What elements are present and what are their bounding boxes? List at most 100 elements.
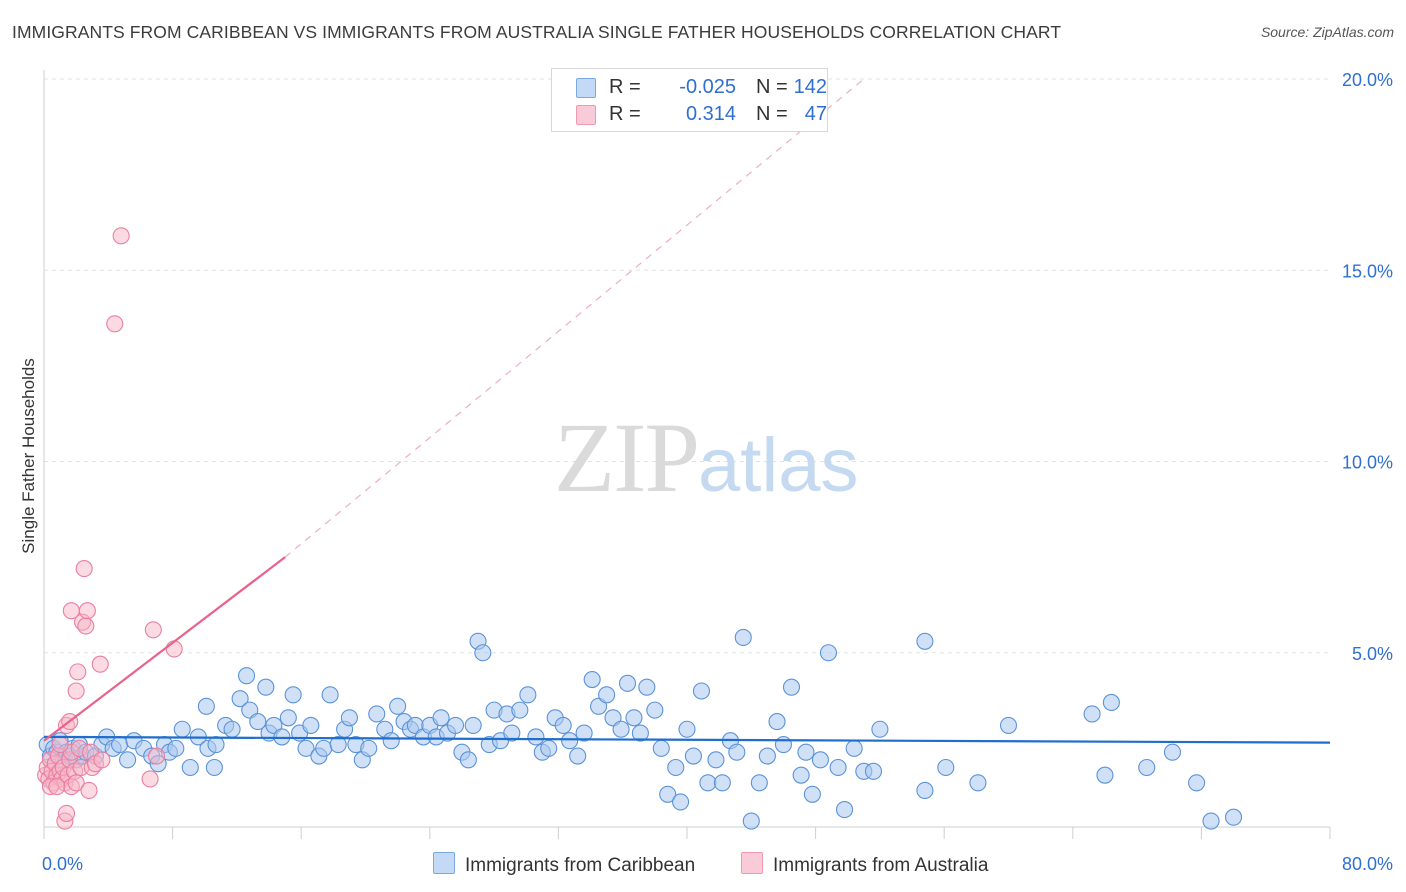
caribbean-point bbox=[257, 678, 275, 696]
x-tick-label: 80.0% bbox=[1342, 854, 1393, 874]
caribbean-point bbox=[797, 743, 815, 761]
caribbean-point bbox=[684, 747, 702, 765]
caribbean-point bbox=[713, 774, 731, 792]
caribbean-point bbox=[678, 720, 696, 738]
series-legend-australia: Immigrants from Australia bbox=[741, 852, 988, 877]
australia-point bbox=[106, 315, 124, 333]
y-tick-label: 20.0% bbox=[1342, 70, 1393, 90]
caribbean-point bbox=[758, 747, 776, 765]
caribbean-point bbox=[631, 724, 649, 742]
caribbean-point bbox=[237, 667, 256, 685]
caribbean-point bbox=[782, 678, 801, 696]
caribbean-point bbox=[173, 720, 191, 738]
caribbean-point bbox=[340, 709, 358, 727]
legend-r-label: R = bbox=[609, 76, 641, 98]
chart-title: IMMIGRANTS FROM CARIBBEAN VS IMMIGRANTS … bbox=[12, 22, 1062, 42]
caribbean-point bbox=[734, 628, 752, 647]
caribbean-point bbox=[181, 758, 199, 777]
axes bbox=[43, 70, 1331, 839]
caribbean-point bbox=[750, 774, 768, 792]
legend-r-value: -0.025 bbox=[679, 76, 736, 98]
trend-lines bbox=[284, 78, 865, 558]
caribbean-point bbox=[672, 793, 690, 811]
caribbean-point bbox=[360, 739, 378, 757]
caribbean-point bbox=[459, 751, 477, 769]
caribbean-point bbox=[329, 735, 347, 754]
legend-swatch-caribbean bbox=[576, 78, 596, 98]
series-legend-caribbean: Immigrants from Caribbean bbox=[433, 852, 695, 877]
legend-r-value: 0.314 bbox=[685, 103, 736, 125]
australia-point bbox=[80, 781, 98, 800]
australia-point bbox=[165, 640, 183, 658]
australia-point bbox=[78, 602, 96, 620]
series-label-caribbean: Immigrants from Caribbean bbox=[465, 855, 696, 876]
caribbean-points bbox=[38, 628, 1243, 830]
australia-point bbox=[67, 682, 85, 700]
caribbean-point bbox=[464, 716, 482, 734]
caribbean-point bbox=[1225, 808, 1243, 826]
y-tick-label: 5.0% bbox=[1352, 644, 1393, 664]
caribbean-point bbox=[223, 720, 241, 738]
caribbean-point bbox=[1096, 766, 1114, 784]
series-label-australia: Immigrants from Australia bbox=[773, 855, 989, 876]
correlation-legend: R = -0.025 N = 142 R = 0.314 N = 47 bbox=[551, 68, 828, 132]
y-tick-label: 10.0% bbox=[1342, 453, 1393, 473]
australia-trend-extension bbox=[284, 78, 865, 558]
caribbean-point bbox=[432, 709, 450, 727]
caribbean-point bbox=[845, 739, 863, 757]
caribbean-point bbox=[612, 720, 630, 738]
caribbean-point bbox=[916, 632, 934, 650]
caribbean-point bbox=[368, 705, 386, 723]
australia-point bbox=[57, 804, 76, 822]
australia-trend-line bbox=[43, 556, 286, 742]
australia-point bbox=[51, 735, 69, 754]
legend-n-value: 47 bbox=[804, 103, 827, 125]
caribbean-point bbox=[119, 751, 137, 769]
caribbean-point bbox=[1163, 743, 1182, 761]
australia-point bbox=[93, 751, 111, 769]
caribbean-point bbox=[1102, 693, 1120, 712]
caribbean-point bbox=[742, 812, 760, 830]
caribbean-point bbox=[1188, 774, 1206, 792]
caribbean-point bbox=[916, 781, 934, 800]
caribbean-point bbox=[699, 774, 717, 792]
caribbean-point bbox=[474, 644, 492, 662]
caribbean-point bbox=[803, 785, 821, 803]
caribbean-point bbox=[561, 732, 579, 750]
caribbean-point bbox=[231, 690, 249, 708]
caribbean-point bbox=[527, 728, 545, 746]
caribbean-point bbox=[575, 724, 593, 742]
source-label: Source: ZipAtlas.com bbox=[1260, 24, 1394, 40]
australia-point bbox=[48, 778, 66, 796]
caribbean-point bbox=[284, 686, 302, 704]
caribbean-point bbox=[659, 785, 677, 803]
australia-points bbox=[37, 227, 183, 830]
caribbean-point bbox=[569, 747, 587, 765]
australia-point bbox=[67, 774, 85, 792]
caribbean-trend-line bbox=[43, 735, 1331, 744]
caribbean-point bbox=[811, 751, 829, 769]
australia-point bbox=[147, 747, 166, 765]
caribbean-point bbox=[111, 735, 129, 754]
y-axis-label: Single Father Households bbox=[19, 358, 38, 554]
caribbean-point bbox=[1202, 812, 1220, 830]
australia-point bbox=[91, 655, 109, 673]
caribbean-point bbox=[1138, 758, 1156, 777]
caribbean-point bbox=[774, 735, 793, 754]
australia-point bbox=[112, 227, 130, 245]
caribbean-point bbox=[871, 720, 889, 738]
australia-point bbox=[75, 560, 93, 578]
caribbean-point bbox=[792, 766, 810, 784]
australia-point bbox=[144, 621, 162, 639]
caribbean-point bbox=[540, 739, 558, 757]
caribbean-point bbox=[519, 686, 537, 704]
legend-n-label: N = bbox=[756, 103, 788, 125]
caribbean-point bbox=[598, 686, 616, 704]
caribbean-point bbox=[646, 701, 664, 719]
caribbean-point bbox=[829, 758, 847, 777]
australia-point bbox=[77, 617, 95, 635]
caribbean-point bbox=[297, 739, 315, 757]
grid-lines bbox=[44, 78, 1330, 654]
caribbean-point bbox=[583, 670, 601, 689]
australia-point bbox=[69, 663, 87, 681]
